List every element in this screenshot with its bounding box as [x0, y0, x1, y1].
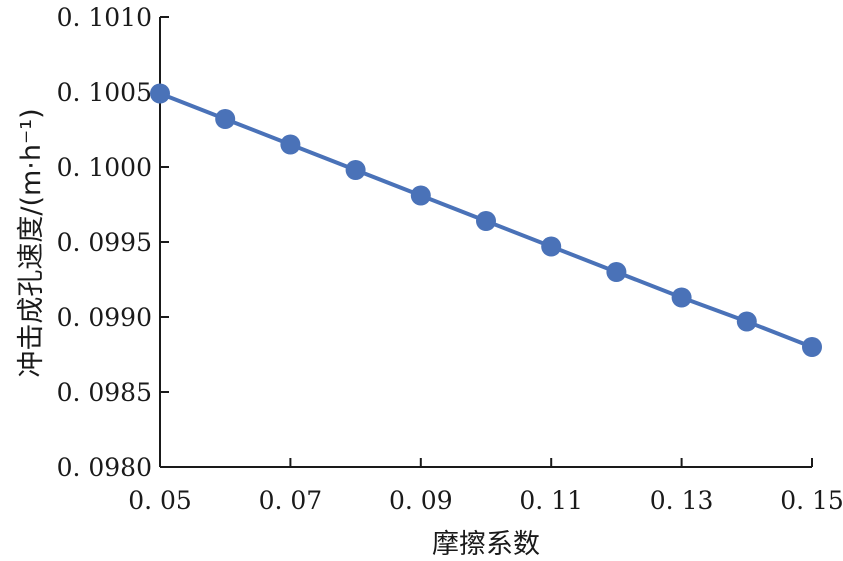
data-point: [736, 311, 757, 332]
y-tick-label: 0. 0990: [57, 303, 152, 332]
data-point: [606, 262, 627, 282]
x-axis-title: 摩擦系数: [432, 529, 540, 560]
data-point: [541, 236, 562, 257]
x-tick-label: 0. 13: [650, 486, 714, 515]
data-point: [150, 83, 170, 104]
x-tick-label: 0. 15: [780, 486, 843, 515]
x-tick-label: 0. 07: [259, 486, 323, 515]
x-axis-ticks: 0. 05 0. 07 0. 09 0. 11 0. 13 0. 15: [128, 458, 843, 515]
data-point: [215, 109, 236, 129]
data-point: [802, 337, 822, 357]
axes: [159, 17, 812, 468]
y-tick-label: 0. 1010: [57, 3, 152, 32]
data-point: [280, 134, 301, 155]
y-axis-title: 冲击成孔速度/(m·h⁻¹): [16, 108, 47, 377]
y-tick-label: 0. 0985: [57, 378, 152, 407]
y-tick-label: 0. 1005: [57, 78, 152, 107]
x-tick-label: 0. 09: [389, 486, 453, 515]
series-group: [150, 83, 822, 357]
data-point: [476, 211, 496, 231]
y-tick-label: 0. 0980: [57, 453, 152, 482]
y-tick-label: 0. 0995: [57, 228, 152, 257]
data-point: [345, 160, 366, 180]
x-tick-label: 0. 11: [519, 486, 583, 515]
x-tick-label: 0. 05: [128, 486, 192, 515]
data-point: [410, 185, 431, 206]
data-point: [671, 287, 692, 308]
y-axis-ticks: 0. 0980 0. 0985 0. 0990 0. 0995 0. 1000 0. 10…: [57, 3, 169, 482]
y-tick-label: 0. 1000: [57, 153, 152, 182]
